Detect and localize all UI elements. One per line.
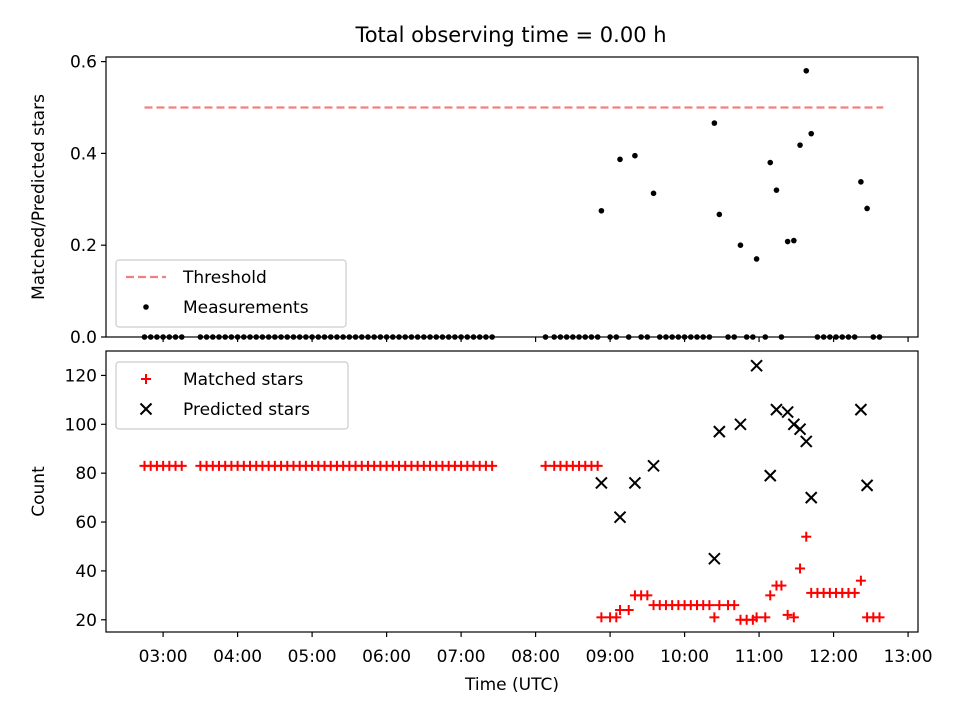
measurement-point <box>598 207 605 214</box>
axes-frame <box>105 350 919 633</box>
measurement-point <box>650 190 657 197</box>
x-tick-label: 11:00 <box>735 647 784 667</box>
legend-label: Threshold <box>182 268 267 288</box>
measurement-point <box>773 187 780 193</box>
measurement-point <box>864 205 870 212</box>
y-tick-label: 60 <box>75 513 97 533</box>
matched-stars-point <box>765 590 776 601</box>
predicted-stars-point <box>734 418 747 431</box>
measurement-point <box>797 142 803 148</box>
matched-stars-point <box>709 612 720 623</box>
y-tick-label: 0.6 <box>70 53 97 73</box>
x-tick-label: 12:00 <box>809 647 858 667</box>
matched-stars-point <box>751 612 762 623</box>
x-tick-label: 08:00 <box>511 647 560 667</box>
measurement-point <box>632 152 638 159</box>
matched-stars-point <box>704 600 715 611</box>
predicted-stars-point <box>860 479 874 492</box>
measurement-point <box>791 237 797 244</box>
y-tick-label: 100 <box>65 415 97 435</box>
y-tick-label: 0.2 <box>70 236 97 256</box>
matched-stars-point <box>788 612 799 623</box>
y-tick-label: 20 <box>75 611 97 631</box>
x-tick-label: 06:00 <box>362 647 411 667</box>
y-tick-label: 40 <box>75 562 97 582</box>
matched-stars-point <box>487 460 498 471</box>
matched-stars-point <box>874 612 885 623</box>
measurement-point <box>753 256 760 262</box>
matched-stars-point <box>592 460 603 471</box>
matched-stars-point <box>729 600 740 611</box>
matched-stars-point <box>176 460 187 471</box>
predicted-stars-point <box>764 469 777 482</box>
legend: Matched stars Predicted stars <box>115 361 349 430</box>
matched-stars-point <box>776 580 787 591</box>
predicted-stars-point <box>750 359 763 372</box>
predicted-stars-point <box>854 403 868 416</box>
bottom-axes: 20 40 60 80 100 120 03:00 04:00 05:00 06:00 07:00 0… <box>29 350 933 695</box>
y-axis-label: Matched/Predicted stars <box>29 94 49 300</box>
x-tick-label: 04:00 <box>213 647 262 667</box>
legend-box <box>115 361 349 430</box>
matched-stars-point <box>801 531 812 542</box>
predicted-stars-point <box>713 425 726 438</box>
x-tick-label: 07:00 <box>437 647 486 667</box>
predicted-stars-point <box>628 476 642 490</box>
y-tick-label: 120 <box>65 366 97 386</box>
legend-measurement-swatch <box>143 304 149 310</box>
predicted-stars-point <box>793 422 807 436</box>
matched-stars-point <box>855 575 866 586</box>
x-tick-label: 10:00 <box>660 647 709 667</box>
predicted-stars-point <box>708 552 721 565</box>
legend-label: Predicted stars <box>183 400 310 420</box>
y-tick-label: 0.0 <box>70 328 97 348</box>
measurement-point <box>711 120 718 126</box>
measurement-point <box>858 179 864 185</box>
x-tick-label: 05:00 <box>288 647 337 667</box>
legend-predicted-swatch <box>139 402 153 416</box>
x-axis-label: Time (UTC) <box>464 675 559 695</box>
measurement-point <box>737 242 744 248</box>
matched-stars-point <box>782 609 793 620</box>
matched-stars-point <box>623 605 634 616</box>
legend-label: Matched stars <box>183 370 303 390</box>
matched-stars-point <box>760 612 771 623</box>
predicted-stars-point <box>800 435 813 448</box>
axes-frame <box>105 56 919 338</box>
legend-matched-swatch <box>141 374 151 384</box>
chart-title: Total observing time = 0.00 h <box>354 23 666 47</box>
predicted-stars-point <box>595 476 608 490</box>
measurement-point <box>767 159 774 166</box>
matched-stars-point <box>849 587 860 598</box>
matched-stars-point <box>596 612 607 623</box>
predicted-stars-point <box>770 403 783 416</box>
x-tick-label: 13:00 <box>884 647 933 667</box>
matched-stars-point <box>795 563 806 574</box>
matched-stars-point <box>540 460 551 471</box>
legend-label: Measurements <box>183 298 309 318</box>
measurement-point <box>784 238 791 245</box>
x-tick-label: 03:00 <box>139 647 188 667</box>
measurement-point <box>808 130 815 137</box>
measurement-point <box>803 67 810 74</box>
measurement-point <box>716 211 723 218</box>
predicted-stars-point <box>781 405 794 419</box>
predicted-stars-point <box>805 491 818 504</box>
y-tick-label: 80 <box>75 464 97 484</box>
y-tick-label: 0.4 <box>70 144 97 164</box>
legend: Threshold Measurements <box>115 259 347 328</box>
matched-stars-point <box>714 600 725 611</box>
predicted-stars-point <box>647 459 660 473</box>
legend-box <box>115 259 347 328</box>
top-axes: 0.0 0.2 0.4 0.6 Matched/Predicted stars Thres… <box>29 53 919 348</box>
measurement-point <box>617 156 623 163</box>
y-axis-label: Count <box>29 466 49 517</box>
matched-stars-point <box>642 590 653 601</box>
matched-stars-point <box>615 605 626 616</box>
x-tick-label: 09:00 <box>586 647 635 667</box>
matched-stars-point <box>611 612 622 623</box>
predicted-stars-point <box>613 510 627 524</box>
